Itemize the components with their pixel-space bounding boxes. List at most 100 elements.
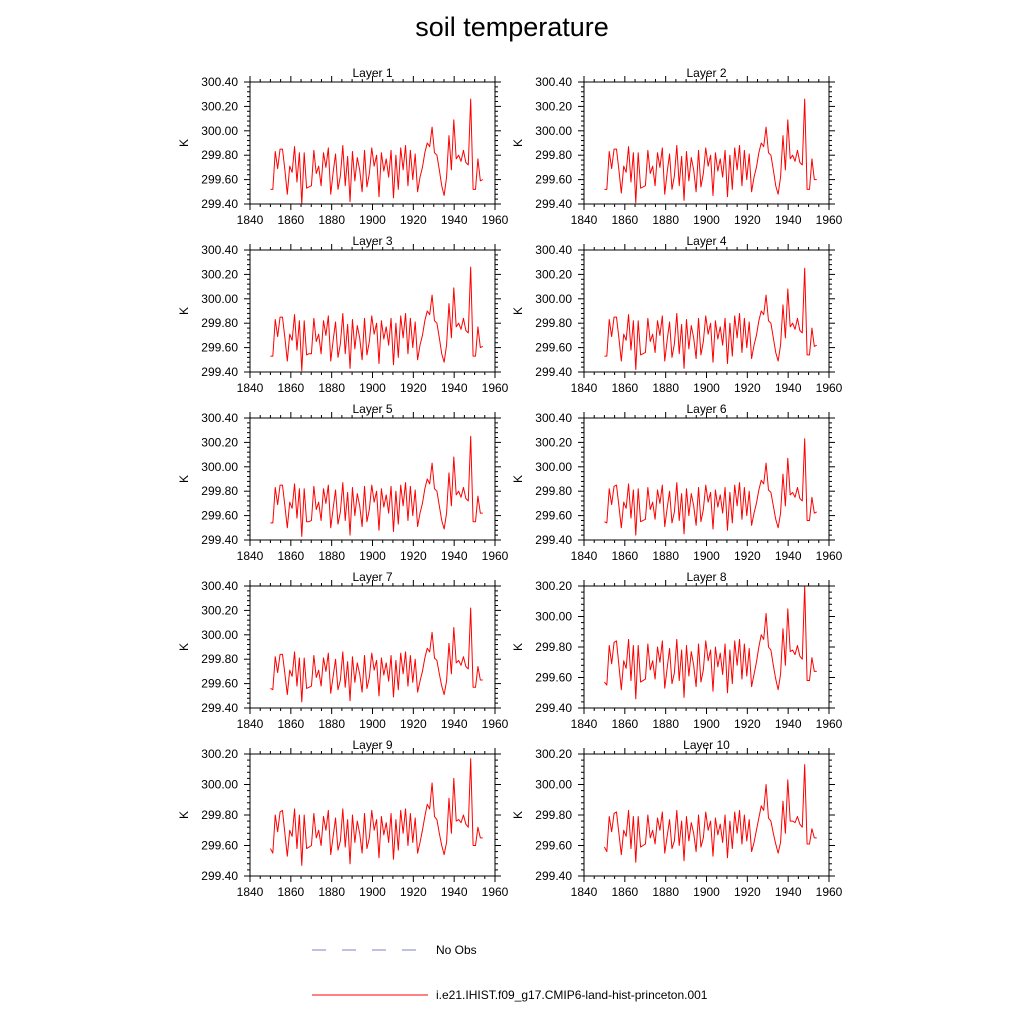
y-axis-label: K <box>511 139 525 147</box>
series-line <box>270 435 483 537</box>
x-tick-label: 1900 <box>359 885 386 899</box>
panel-title: Layer 8 <box>686 570 726 584</box>
y-tick-label: 299.40 <box>201 869 238 883</box>
plot-frame <box>583 417 830 541</box>
figure-title: soil temperature <box>415 12 609 42</box>
y-tick-label: 299.80 <box>201 808 238 822</box>
plot-frame <box>249 81 496 205</box>
x-tick-label: 1920 <box>400 213 427 227</box>
y-tick-label: 300.20 <box>535 579 572 593</box>
y-axis-label: K <box>177 643 191 651</box>
y-tick-label: 300.20 <box>201 99 238 113</box>
x-tick-label: 1840 <box>237 717 264 731</box>
x-tick-label: 1940 <box>441 381 468 395</box>
x-tick-label: 1880 <box>318 549 345 563</box>
x-tick-label: 1940 <box>775 213 802 227</box>
y-tick-label: 300.20 <box>201 603 238 617</box>
panel-title: Layer 2 <box>686 66 726 80</box>
plot-frame <box>249 417 496 541</box>
y-tick-label: 300.00 <box>535 778 572 792</box>
x-tick-label: 1900 <box>693 213 720 227</box>
panel-title: Layer 10 <box>683 738 730 752</box>
y-tick-label: 299.60 <box>535 671 572 685</box>
y-tick-label: 300.40 <box>535 243 572 257</box>
x-tick-label: 1960 <box>816 213 843 227</box>
y-tick-label: 299.60 <box>201 509 238 523</box>
x-tick-label: 1920 <box>400 717 427 731</box>
x-tick-label: 1920 <box>400 885 427 899</box>
series-line <box>604 585 817 700</box>
y-axis-label: K <box>177 307 191 315</box>
x-tick-label: 1860 <box>611 885 638 899</box>
y-tick-label: 299.40 <box>535 365 572 379</box>
x-tick-label: 1920 <box>734 381 761 395</box>
x-tick-label: 1960 <box>482 549 509 563</box>
x-tick-label: 1860 <box>277 549 304 563</box>
x-tick-label: 1940 <box>441 885 468 899</box>
y-tick-label: 300.20 <box>201 435 238 449</box>
y-tick-label: 300.20 <box>535 99 572 113</box>
y-tick-label: 300.00 <box>201 292 238 306</box>
x-tick-label: 1900 <box>693 381 720 395</box>
x-tick-label: 1920 <box>734 717 761 731</box>
x-tick-label: 1840 <box>237 885 264 899</box>
x-tick-label: 1920 <box>734 885 761 899</box>
x-tick-label: 1960 <box>816 549 843 563</box>
x-tick-label: 1900 <box>359 381 386 395</box>
y-tick-label: 299.60 <box>201 341 238 355</box>
panel-title: Layer 1 <box>352 66 392 80</box>
x-tick-label: 1880 <box>652 381 679 395</box>
x-tick-label: 1960 <box>482 885 509 899</box>
panel-title: Layer 7 <box>352 570 392 584</box>
x-tick-label: 1880 <box>318 717 345 731</box>
y-tick-label: 299.40 <box>535 533 572 547</box>
y-tick-label: 299.40 <box>535 869 572 883</box>
series-line <box>604 98 817 204</box>
y-tick-label: 299.80 <box>201 148 238 162</box>
y-tick-label: 299.60 <box>201 173 238 187</box>
series-line <box>270 607 483 703</box>
y-tick-label: 300.40 <box>535 411 572 425</box>
panel-title: Layer 4 <box>686 234 726 248</box>
y-tick-label: 300.40 <box>201 243 238 257</box>
y-tick-label: 300.20 <box>535 435 572 449</box>
y-tick-label: 299.80 <box>201 316 238 330</box>
y-tick-label: 299.40 <box>201 701 238 715</box>
plot-frame <box>583 585 830 709</box>
x-tick-label: 1940 <box>775 717 802 731</box>
series-line <box>269 758 483 866</box>
plot-frame <box>583 753 830 877</box>
x-tick-label: 1880 <box>652 213 679 227</box>
y-tick-label: 299.80 <box>201 652 238 666</box>
plot-frame <box>249 753 496 877</box>
x-tick-label: 1840 <box>571 381 598 395</box>
x-tick-label: 1840 <box>237 381 264 395</box>
x-tick-label: 1880 <box>318 213 345 227</box>
x-tick-label: 1880 <box>652 549 679 563</box>
x-tick-label: 1940 <box>441 549 468 563</box>
y-tick-label: 300.20 <box>535 267 572 281</box>
x-tick-label: 1860 <box>277 717 304 731</box>
x-tick-label: 1840 <box>571 213 598 227</box>
x-tick-label: 1900 <box>359 717 386 731</box>
y-tick-label: 299.80 <box>535 640 572 654</box>
y-tick-label: 299.80 <box>535 484 572 498</box>
series-line <box>604 438 817 536</box>
x-tick-label: 1940 <box>775 549 802 563</box>
panel-title: Layer 9 <box>352 738 392 752</box>
y-tick-label: 300.00 <box>535 292 572 306</box>
y-tick-label: 300.00 <box>535 610 572 624</box>
x-tick-label: 1900 <box>693 549 720 563</box>
y-axis-label: K <box>177 811 191 819</box>
y-tick-label: 300.20 <box>535 747 572 761</box>
x-tick-label: 1880 <box>652 885 679 899</box>
y-tick-label: 300.40 <box>201 411 238 425</box>
x-tick-label: 1900 <box>693 717 720 731</box>
y-tick-label: 299.80 <box>535 808 572 822</box>
series-line <box>270 266 483 372</box>
x-tick-label: 1960 <box>482 213 509 227</box>
panel-title: Layer 6 <box>686 402 726 416</box>
x-tick-label: 1840 <box>237 549 264 563</box>
x-tick-label: 1860 <box>611 717 638 731</box>
